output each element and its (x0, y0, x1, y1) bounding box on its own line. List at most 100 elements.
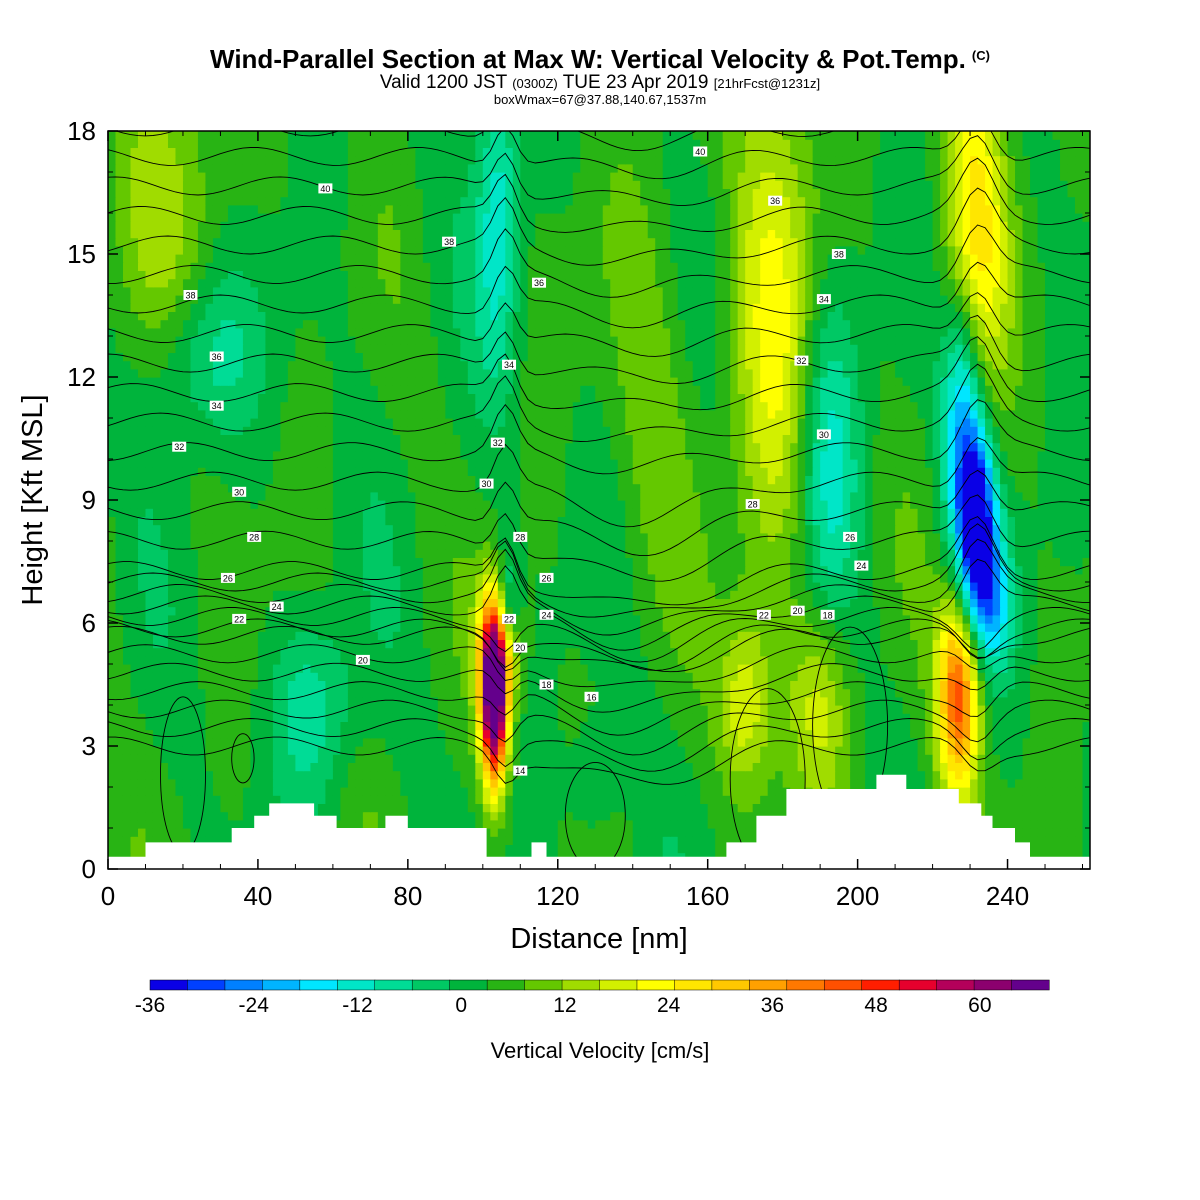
velocity-cell (760, 598, 769, 608)
velocity-cell (190, 672, 199, 681)
velocity-cell (610, 680, 619, 690)
velocity-cell (670, 590, 679, 599)
velocity-cell (130, 664, 139, 673)
velocity-cell (370, 803, 379, 813)
velocity-cell (430, 721, 439, 731)
velocity-cell (1030, 598, 1039, 608)
velocity-cell (782, 688, 791, 698)
velocity-cell (707, 582, 716, 591)
velocity-cell (392, 606, 401, 616)
velocity-cell (482, 778, 491, 788)
velocity-cell (1022, 631, 1031, 640)
velocity-cell (272, 713, 282, 722)
velocity-cell (407, 811, 416, 821)
velocity-cell (175, 639, 184, 649)
velocity-cell (475, 721, 484, 731)
velocity-cell (475, 655, 484, 665)
velocity-cell (940, 598, 949, 608)
velocity-cell (790, 565, 799, 575)
velocity-cell (887, 623, 896, 632)
velocity-cell (137, 762, 147, 772)
velocity-cell (572, 778, 581, 788)
velocity-cell (947, 696, 956, 706)
velocity-cell (550, 623, 559, 632)
velocity-cell (460, 787, 469, 796)
velocity-cell (932, 737, 941, 747)
velocity-cell (850, 705, 859, 714)
velocity-cell (377, 647, 386, 657)
velocity-cell (115, 795, 124, 804)
velocity-cell (497, 811, 506, 821)
velocity-cell (1075, 557, 1084, 567)
velocity-cell (520, 729, 529, 739)
velocity-cell (587, 598, 596, 608)
velocity-cell (1045, 647, 1054, 657)
velocity-cell (370, 688, 379, 698)
velocity-cell (520, 737, 529, 747)
velocity-cell (752, 655, 761, 665)
velocity-cell (1052, 811, 1061, 821)
velocity-cell (827, 721, 836, 731)
velocity-cell (302, 573, 311, 583)
velocity-cell (152, 606, 162, 616)
velocity-cell (977, 713, 986, 722)
velocity-cell (625, 647, 634, 657)
velocity-cell (670, 672, 679, 681)
velocity-cell (167, 819, 177, 829)
velocity-cell (632, 590, 641, 599)
velocity-cell (152, 688, 162, 698)
velocity-cell (722, 787, 731, 796)
velocity-cell (1045, 598, 1054, 608)
velocity-cell (1060, 828, 1069, 837)
velocity-cell (962, 573, 971, 583)
velocity-cell (497, 631, 506, 640)
velocity-cell (227, 614, 237, 624)
velocity-cell (152, 557, 162, 567)
velocity-cell (122, 672, 132, 681)
velocity-cell (535, 582, 544, 591)
velocity-cell (857, 606, 866, 616)
velocity-cell (130, 672, 139, 681)
velocity-cell (467, 746, 476, 755)
velocity-cell (317, 623, 326, 632)
velocity-cell (722, 623, 731, 632)
velocity-cell (992, 762, 1001, 772)
velocity-cell (167, 705, 177, 714)
velocity-cell (160, 754, 169, 763)
velocity-cell (565, 655, 574, 665)
velocity-cell (385, 688, 394, 698)
velocity-cell (460, 680, 469, 690)
velocity-cell (362, 557, 371, 567)
velocity-cell (407, 614, 416, 624)
velocity-cell (430, 606, 439, 616)
velocity-cell (205, 729, 214, 739)
velocity-cell (587, 737, 596, 747)
velocity-cell (580, 565, 589, 575)
velocity-cell (977, 623, 986, 632)
velocity-cell (820, 754, 829, 763)
velocity-cell (422, 631, 431, 640)
velocity-cell (242, 713, 252, 722)
velocity-cell (580, 639, 589, 649)
velocity-cell (692, 705, 701, 714)
velocity-cell (460, 590, 469, 599)
velocity-cell (152, 680, 162, 690)
velocity-cell (805, 590, 814, 599)
velocity-cell (1000, 803, 1009, 813)
velocity-cell (190, 647, 199, 657)
velocity-cell (572, 803, 581, 813)
velocity-cell (692, 655, 701, 665)
velocity-cell (205, 803, 214, 813)
velocity-cell (310, 557, 319, 567)
velocity-cell (340, 688, 349, 698)
velocity-cell (655, 639, 664, 649)
velocity-cell (895, 655, 904, 665)
velocity-cell (655, 631, 664, 640)
velocity-cell (430, 647, 439, 657)
velocity-cell (370, 565, 379, 575)
velocity-cell (497, 762, 506, 772)
velocity-cell (325, 696, 334, 706)
velocity-cell (737, 795, 746, 804)
velocity-cell (400, 762, 409, 772)
velocity-cell (820, 557, 829, 567)
